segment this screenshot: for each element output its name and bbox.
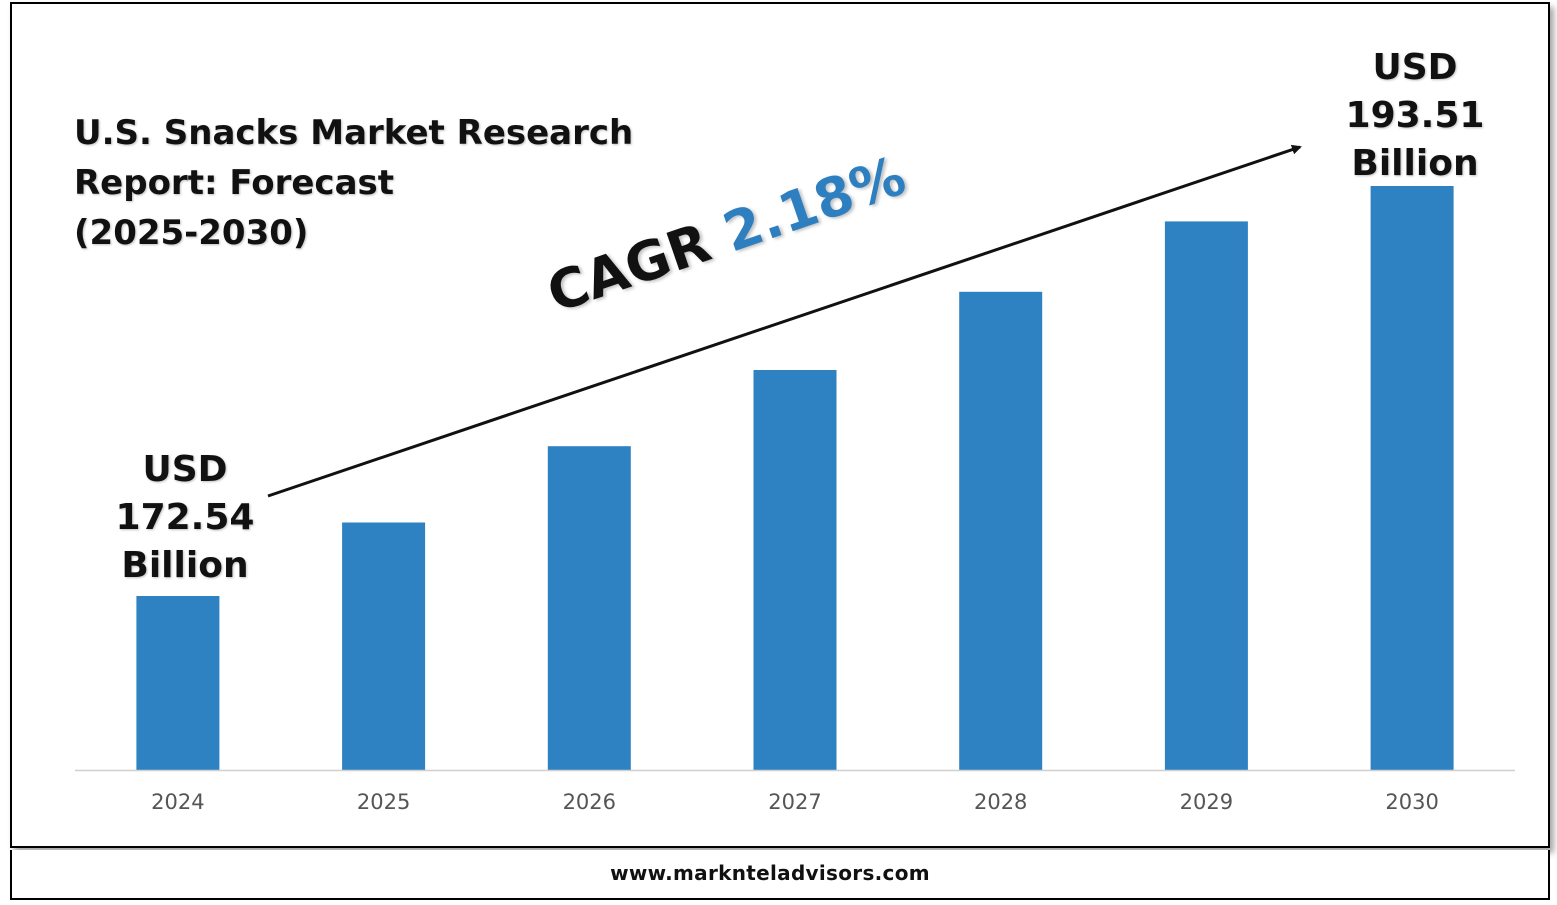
title-line-1: U.S. Snacks Market Research [74, 113, 634, 153]
x-tick-label-2027: 2027 [768, 790, 821, 814]
x-tick-label-2026: 2026 [563, 790, 616, 814]
chart-title: U.S. Snacks Market Research Report: Fore… [74, 108, 674, 258]
title-line-3: (2025-2030) [74, 213, 309, 253]
footer-website: www.marknteladvisors.com [610, 861, 930, 885]
bar-2027 [753, 370, 837, 770]
start-callout-line-3: Billion [121, 545, 249, 586]
cagr-trend-arrow [267, 144, 1302, 498]
x-tick-label-2028: 2028 [974, 790, 1027, 814]
end-callout-line-1: USD [1372, 47, 1458, 88]
end-callout-line-3: Billion [1351, 143, 1479, 184]
footer-bar [10, 850, 1550, 900]
bar-2026 [547, 446, 631, 770]
bars-group [136, 186, 1454, 770]
bar-2029 [1164, 221, 1248, 770]
bar-2030 [1370, 186, 1454, 770]
end-callout-line-2: 193.51 [1345, 95, 1485, 136]
start-value-callout: USD 172.54 Billion [110, 446, 260, 590]
x-tick-label-2030: 2030 [1385, 790, 1438, 814]
end-value-callout: USD 193.51 Billion [1335, 44, 1495, 188]
bar-2025 [342, 522, 426, 770]
title-line-2: Report: Forecast [74, 163, 395, 203]
bar-2024 [136, 596, 220, 770]
start-callout-line-2: 172.54 [115, 497, 255, 538]
x-tick-label-2025: 2025 [357, 790, 410, 814]
bar-2028 [959, 291, 1043, 770]
x-tick-label-2024: 2024 [151, 790, 204, 814]
x-tick-labels: 2024 2025 2026 2027 2028 2029 2030 [151, 790, 1439, 814]
x-tick-label-2029: 2029 [1180, 790, 1233, 814]
start-callout-line-1: USD [142, 449, 228, 490]
